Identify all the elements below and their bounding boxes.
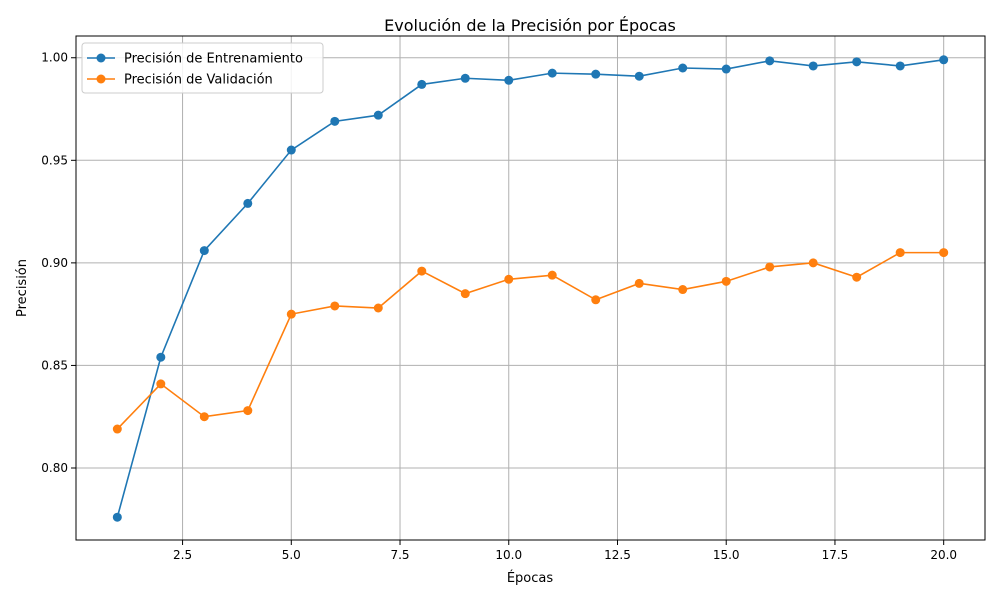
data-point — [634, 71, 644, 81]
data-point — [939, 248, 949, 258]
data-point — [417, 266, 427, 276]
data-point — [156, 352, 166, 362]
data-point — [634, 278, 644, 288]
data-point — [808, 61, 818, 71]
y-tick-label: 1.00 — [41, 51, 68, 65]
data-point — [765, 56, 775, 66]
legend-box — [81, 42, 324, 94]
series-line — [116, 251, 944, 430]
data-point — [286, 145, 296, 155]
data-point — [939, 55, 949, 65]
data-point — [373, 303, 383, 313]
data-point — [460, 289, 470, 299]
data-point — [373, 110, 383, 120]
data-point — [199, 412, 209, 422]
x-tick-label: 7.5 — [390, 548, 409, 562]
data-point — [504, 274, 514, 284]
legend: Precisión de Entrenamiento Precisión de V… — [81, 42, 324, 94]
legend-label: Precisión de Entrenamiento — [124, 52, 303, 67]
data-point — [591, 69, 601, 79]
x-tick-label: 10.0 — [495, 548, 522, 562]
data-point — [286, 309, 296, 319]
data-point — [721, 64, 731, 74]
y-axis-ticks: 0.80 0.85 0.90 0.95 1.00 — [41, 51, 76, 475]
x-tick-label: 2.5 — [173, 548, 192, 562]
y-tick-label: 0.80 — [41, 461, 68, 475]
data-point — [808, 258, 818, 268]
data-point — [112, 424, 122, 434]
data-point — [460, 73, 470, 83]
data-point — [765, 262, 775, 272]
series-1 — [112, 55, 949, 522]
grid-lines — [76, 36, 985, 540]
data-point — [591, 295, 601, 305]
data-point — [547, 270, 557, 280]
x-tick-label: 20.0 — [930, 548, 957, 562]
data-point — [852, 272, 862, 282]
data-point — [895, 248, 905, 258]
legend-item: Precisión de Validación — [87, 73, 273, 88]
y-tick-label: 0.95 — [41, 153, 68, 167]
x-tick-label: 12.5 — [604, 548, 631, 562]
data-point — [330, 301, 340, 311]
x-tick-label: 17.5 — [822, 548, 849, 562]
data-point — [156, 379, 166, 389]
data-point — [243, 198, 253, 208]
x-tick-label: 15.0 — [713, 548, 740, 562]
series-layer — [112, 55, 949, 522]
y-tick-label: 0.85 — [41, 358, 68, 372]
series-2 — [112, 248, 949, 434]
data-point — [330, 116, 340, 126]
data-point — [678, 63, 688, 73]
legend-item: Precisión de Entrenamiento — [87, 52, 303, 67]
data-point — [199, 246, 209, 256]
data-point — [417, 79, 427, 89]
data-point — [895, 61, 905, 71]
y-tick-label: 0.90 — [41, 256, 68, 270]
data-point — [721, 276, 731, 286]
data-point — [678, 285, 688, 295]
data-point — [243, 406, 253, 416]
data-point — [547, 68, 557, 78]
data-point — [852, 57, 862, 67]
x-axis-ticks: 2.5 5.0 7.5 10.0 12.5 15.0 17.5 20.0 — [173, 540, 957, 562]
legend-marker — [96, 53, 106, 63]
series-line — [116, 58, 944, 518]
y-axis-label: Precisión — [15, 259, 30, 317]
x-tick-label: 5.0 — [282, 548, 301, 562]
chart-title: Evolución de la Precisión por Épocas — [384, 16, 676, 35]
data-point — [504, 75, 514, 85]
legend-label: Precisión de Validación — [124, 73, 273, 88]
plot-area-frame — [75, 35, 986, 541]
legend-marker — [96, 74, 106, 84]
x-axis-label: Épocas — [507, 570, 554, 586]
data-point — [112, 512, 122, 522]
